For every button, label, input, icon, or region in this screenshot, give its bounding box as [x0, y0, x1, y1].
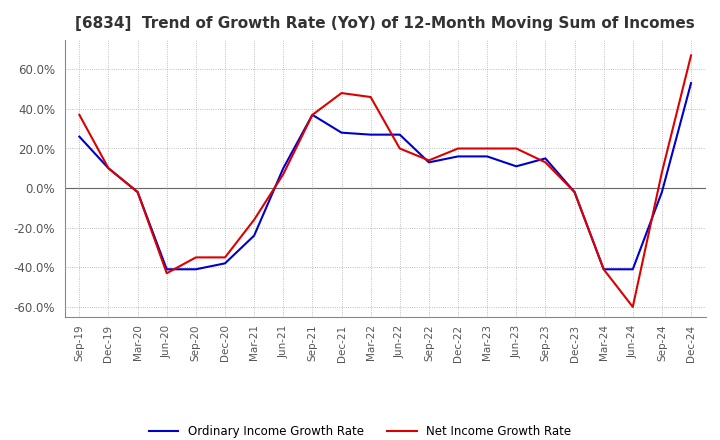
Net Income Growth Rate — [687, 53, 696, 58]
Net Income Growth Rate — [395, 146, 404, 151]
Net Income Growth Rate — [425, 158, 433, 163]
Ordinary Income Growth Rate — [366, 132, 375, 137]
Ordinary Income Growth Rate — [250, 233, 258, 238]
Ordinary Income Growth Rate — [308, 112, 317, 117]
Net Income Growth Rate — [366, 95, 375, 100]
Net Income Growth Rate — [599, 267, 608, 272]
Net Income Growth Rate — [570, 189, 579, 194]
Net Income Growth Rate — [163, 271, 171, 276]
Net Income Growth Rate — [337, 90, 346, 95]
Net Income Growth Rate — [541, 160, 550, 165]
Line: Net Income Growth Rate: Net Income Growth Rate — [79, 55, 691, 307]
Ordinary Income Growth Rate — [657, 189, 666, 194]
Ordinary Income Growth Rate — [163, 267, 171, 272]
Ordinary Income Growth Rate — [599, 267, 608, 272]
Ordinary Income Growth Rate — [454, 154, 462, 159]
Net Income Growth Rate — [512, 146, 521, 151]
Net Income Growth Rate — [250, 217, 258, 222]
Ordinary Income Growth Rate — [425, 160, 433, 165]
Net Income Growth Rate — [483, 146, 492, 151]
Net Income Growth Rate — [308, 112, 317, 117]
Net Income Growth Rate — [220, 255, 229, 260]
Ordinary Income Growth Rate — [395, 132, 404, 137]
Ordinary Income Growth Rate — [629, 267, 637, 272]
Title: [6834]  Trend of Growth Rate (YoY) of 12-Month Moving Sum of Incomes: [6834] Trend of Growth Rate (YoY) of 12-… — [76, 16, 695, 32]
Ordinary Income Growth Rate — [279, 165, 287, 171]
Ordinary Income Growth Rate — [75, 134, 84, 139]
Ordinary Income Growth Rate — [570, 189, 579, 194]
Ordinary Income Growth Rate — [512, 164, 521, 169]
Net Income Growth Rate — [104, 165, 113, 171]
Net Income Growth Rate — [192, 255, 200, 260]
Net Income Growth Rate — [657, 169, 666, 175]
Net Income Growth Rate — [75, 112, 84, 117]
Line: Ordinary Income Growth Rate: Ordinary Income Growth Rate — [79, 83, 691, 269]
Ordinary Income Growth Rate — [133, 189, 142, 194]
Net Income Growth Rate — [454, 146, 462, 151]
Ordinary Income Growth Rate — [483, 154, 492, 159]
Legend: Ordinary Income Growth Rate, Net Income Growth Rate: Ordinary Income Growth Rate, Net Income … — [144, 421, 576, 440]
Net Income Growth Rate — [629, 304, 637, 310]
Net Income Growth Rate — [279, 172, 287, 177]
Ordinary Income Growth Rate — [104, 165, 113, 171]
Ordinary Income Growth Rate — [220, 260, 229, 266]
Ordinary Income Growth Rate — [541, 156, 550, 161]
Net Income Growth Rate — [133, 189, 142, 194]
Ordinary Income Growth Rate — [192, 267, 200, 272]
Ordinary Income Growth Rate — [337, 130, 346, 136]
Ordinary Income Growth Rate — [687, 81, 696, 86]
